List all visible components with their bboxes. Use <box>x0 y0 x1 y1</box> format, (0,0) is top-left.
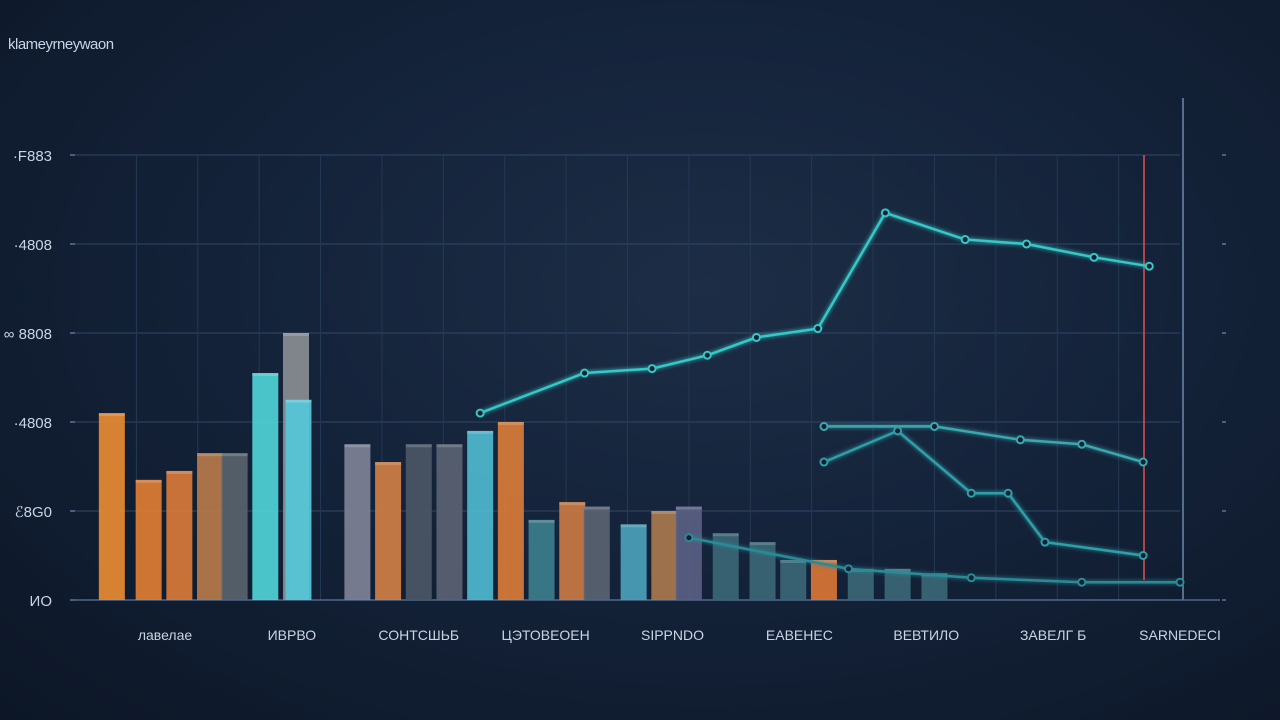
series-point <box>1022 239 1032 249</box>
bar <box>344 444 371 600</box>
bar <box>135 479 162 600</box>
bar-highlight <box>780 559 807 563</box>
y-tick-label: ИО <box>30 593 52 610</box>
bar <box>285 399 312 600</box>
x-tick-label: ИВРВО <box>268 627 317 643</box>
bar <box>436 444 463 600</box>
bar-highlight <box>884 568 911 572</box>
bar-highlight <box>375 462 402 466</box>
bar-highlight <box>135 479 162 483</box>
series-point <box>1089 252 1099 262</box>
bar <box>921 573 948 600</box>
series-point <box>751 332 761 342</box>
x-tick-label: СОНТСШЬБ <box>378 627 459 643</box>
x-tick-label: SARNEDECI <box>1139 627 1221 643</box>
bar <box>252 373 279 600</box>
x-tick-label: ВЕВТИЛО <box>893 627 959 643</box>
series-point <box>1003 488 1013 498</box>
series-point <box>844 564 853 574</box>
series-point <box>819 421 829 431</box>
series-line <box>823 429 1144 557</box>
bar-highlight <box>810 559 837 563</box>
chart-title: klameyrneywaon <box>8 36 114 53</box>
y-tick-label: ·4808 <box>14 415 52 432</box>
bar <box>98 413 125 600</box>
series-point <box>929 421 939 431</box>
series-line <box>479 211 1150 415</box>
bar-highlight <box>252 373 279 377</box>
bar <box>583 506 610 600</box>
bar-highlight <box>285 399 312 403</box>
bar <box>467 430 494 600</box>
bar <box>559 502 586 600</box>
bar <box>651 511 678 600</box>
bar-highlight <box>436 444 463 448</box>
series-point <box>960 235 970 245</box>
bar-highlight <box>344 444 371 448</box>
y-tick-label: ·4808 <box>14 237 52 254</box>
y-tick-label: ℰ8G0 <box>15 504 52 521</box>
bar <box>847 568 874 600</box>
bar <box>375 462 402 600</box>
bar-highlight <box>675 506 702 510</box>
series-point <box>475 408 485 418</box>
bar <box>620 524 647 600</box>
bar-highlight <box>620 524 647 528</box>
x-tick-label: SIPPNDO <box>641 627 704 643</box>
bar <box>528 519 555 600</box>
bar <box>405 444 432 600</box>
y-tick-label: ·F883 <box>13 148 52 165</box>
series-point <box>1015 435 1025 445</box>
bar-highlight <box>651 511 678 514</box>
series-point <box>702 350 712 360</box>
x-tick-label: ЕАВЕНЕС <box>766 627 833 643</box>
bar-highlight <box>467 430 494 434</box>
bar-highlight <box>559 502 586 506</box>
x-tick-label: ЗАВЕЛГ Б <box>1020 627 1086 643</box>
bar-highlight <box>749 542 776 546</box>
series-point <box>966 573 976 583</box>
series-point <box>819 457 829 467</box>
bar-highlight <box>98 413 125 417</box>
series-point <box>966 488 976 498</box>
series-point <box>813 324 823 334</box>
series-point <box>684 533 694 543</box>
series-point <box>647 364 657 374</box>
series-point <box>1077 577 1087 587</box>
bar <box>197 453 224 600</box>
series-point <box>580 368 590 378</box>
series-point <box>1138 551 1148 560</box>
bar <box>221 453 248 600</box>
series-point <box>1144 261 1154 271</box>
bar-highlight <box>583 506 610 510</box>
series-point <box>1175 577 1185 587</box>
bar-highlight <box>283 333 309 336</box>
series-point <box>893 426 903 436</box>
bar-highlight <box>405 444 432 448</box>
bar <box>166 470 193 600</box>
series-line <box>823 425 1144 464</box>
bar-highlight <box>497 422 524 425</box>
bar-highlight <box>197 453 224 457</box>
y-tick-label: ∞ 8808 <box>4 326 52 343</box>
bar <box>675 506 702 600</box>
series-point <box>1077 439 1087 449</box>
x-tick-label: ЦЭТОВЕОЕН <box>502 627 590 643</box>
bar <box>497 422 524 600</box>
bar-highlight <box>712 533 739 537</box>
series-point <box>1040 537 1050 547</box>
bar-highlight <box>221 453 248 457</box>
series-point <box>1138 457 1148 467</box>
series-point <box>880 208 890 218</box>
bar <box>780 559 807 600</box>
x-tick-label: лавелае <box>138 627 193 643</box>
bar-highlight <box>166 470 193 474</box>
bar-highlight <box>528 519 555 523</box>
